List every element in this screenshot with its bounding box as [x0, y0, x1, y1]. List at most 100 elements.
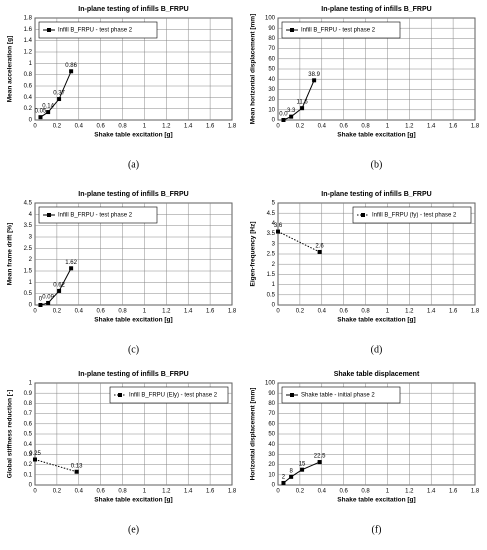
y-tick-label: 0	[272, 118, 276, 124]
legend-label: Infill B_FRPU (fy) - test phase 2	[372, 213, 457, 219]
x-tick-label: 0.8	[361, 309, 370, 315]
point-marker	[69, 266, 74, 271]
y-tick-label: 0.2	[24, 106, 33, 112]
point-marker	[317, 460, 322, 465]
point-marker	[74, 469, 79, 474]
x-tick-label: 0.2	[53, 309, 62, 315]
legend-marker	[47, 28, 51, 32]
x-tick-label: 1	[143, 309, 147, 315]
y-tick-label: 0.2	[24, 462, 33, 468]
x-tick-label: 0.6	[96, 489, 105, 495]
x-tick-label: 0	[33, 124, 37, 130]
y-tick-label: 0.9	[24, 391, 33, 397]
x-tick-label: 0.8	[118, 489, 127, 495]
y-tick-label: 0.5	[24, 291, 33, 297]
x-tick-label: 0	[276, 309, 280, 315]
y-tick-label: 1	[29, 61, 33, 67]
y-tick-label: 0.7	[24, 411, 33, 417]
y-tick-label: 1.2	[24, 50, 33, 56]
legend-box	[281, 386, 401, 404]
y-tick-label: 0	[29, 303, 33, 309]
x-tick-label: 1.8	[471, 309, 480, 315]
y-tick-label: 0.4	[24, 95, 33, 101]
x-tick-label: 1.8	[471, 489, 480, 495]
y-tick-label: 0.1	[24, 472, 33, 478]
x-tick-label: 1.2	[405, 124, 414, 130]
y-tick-label: 2	[29, 257, 33, 263]
x-tick-label: 0.6	[339, 124, 348, 130]
legend-label: Infill B_FRPU - test phase 2	[58, 213, 133, 219]
y-tick-label: 0.6	[24, 421, 33, 427]
y-tick-label: 80	[268, 401, 275, 407]
x-tick-label: 0.6	[339, 309, 348, 315]
y-tick-label: 4	[272, 221, 276, 227]
x-tick-label: 0.8	[361, 124, 370, 130]
point-marker	[300, 106, 305, 111]
y-tick-label: 3	[29, 235, 33, 241]
x-tick-label: 1.8	[228, 309, 237, 315]
y-tick-label: 30	[268, 452, 275, 458]
x-tick-label: 1.6	[206, 309, 215, 315]
y-tick-label: 40	[268, 442, 275, 448]
x-tick-label: 1.2	[405, 489, 414, 495]
x-tick-label: 1.4	[427, 489, 436, 495]
data-label: 8	[289, 468, 293, 474]
x-tick-label: 1.6	[206, 124, 215, 130]
y-tick-label: 1	[272, 282, 276, 288]
x-tick-label: 0.6	[96, 309, 105, 315]
chart-panel: In-plane testing of infills B_FRPU010203…	[250, 6, 480, 170]
x-tick-label: 0.4	[75, 489, 84, 495]
legend-box	[352, 206, 472, 224]
data-label: 0.09	[42, 295, 54, 301]
x-tick-label: 0.4	[318, 489, 327, 495]
x-tick-label: 1.8	[228, 124, 237, 130]
x-axis-label: Shake table excitation [g]	[94, 497, 172, 504]
y-tick-label: 20	[268, 462, 275, 468]
x-tick-label: 1.4	[427, 309, 436, 315]
y-axis-label: Mean horizontal displacement [mm]	[250, 14, 257, 125]
panel-label: (a)	[128, 159, 139, 170]
legend-label: Infill B_FRPU - test phase 2	[58, 28, 133, 34]
x-tick-label: 1	[143, 124, 147, 130]
data-label: 0.37	[53, 91, 65, 97]
point-marker	[312, 78, 317, 83]
y-tick-label: 2.5	[24, 246, 33, 252]
data-label: 3.3	[287, 108, 296, 114]
series-line	[40, 71, 72, 118]
point-marker	[69, 69, 74, 74]
y-tick-label: 80	[268, 36, 275, 42]
legend-marker	[47, 213, 51, 217]
y-tick-label: 1.6	[24, 27, 33, 33]
y-tick-label: 70	[268, 46, 275, 52]
data-label: 15	[299, 461, 306, 467]
x-tick-label: 0.4	[75, 124, 84, 130]
chart-title: In-plane testing of infills B_FRPU	[78, 191, 188, 198]
y-axis-label: Eigen-frequency [Hz]	[250, 221, 257, 286]
legend-marker	[361, 213, 365, 217]
panel-label: (d)	[371, 344, 383, 355]
y-tick-label: 1	[29, 381, 33, 387]
x-tick-label: 1.2	[162, 489, 171, 495]
x-tick-label: 0.8	[361, 489, 370, 495]
point-marker	[281, 118, 286, 122]
panel-label: (e)	[128, 524, 139, 535]
chart-panel: In-plane testing of infills B_FRPU 0 0.2 0.…	[7, 6, 237, 170]
data-label: 0.62	[53, 283, 65, 289]
series-line	[283, 461, 320, 484]
data-label: 0.14	[42, 104, 54, 110]
y-tick-label: 0.5	[267, 292, 276, 298]
series-line	[34, 459, 77, 473]
y-tick-label: 0	[29, 118, 33, 124]
series-line	[283, 80, 315, 121]
point-marker	[281, 480, 286, 485]
y-tick-label: 0	[272, 483, 276, 489]
x-axis-label: Shake table excitation [g]	[94, 317, 172, 324]
y-tick-label: 1.8	[24, 16, 33, 22]
y-tick-label: 0.8	[24, 72, 33, 78]
data-label: 22.5	[314, 454, 326, 460]
legend-label: Shake table - initial phase 2	[301, 393, 375, 399]
chart-title: In-plane testing of infills B_FRPU	[78, 6, 188, 13]
y-tick-label: 60	[268, 421, 275, 427]
legend-box	[281, 21, 401, 39]
x-tick-label: 1.6	[206, 489, 215, 495]
